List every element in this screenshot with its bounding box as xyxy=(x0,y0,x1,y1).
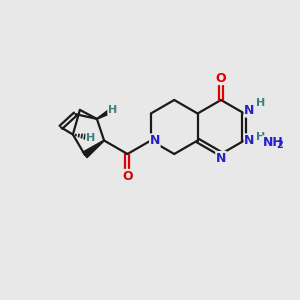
Text: N: N xyxy=(244,134,255,147)
Polygon shape xyxy=(83,140,104,158)
Text: N: N xyxy=(150,134,160,147)
Polygon shape xyxy=(97,108,114,119)
Text: H: H xyxy=(256,98,265,109)
Text: H: H xyxy=(108,105,117,115)
Text: O: O xyxy=(122,169,133,182)
Text: H: H xyxy=(256,131,265,142)
Text: O: O xyxy=(216,71,226,85)
Text: N: N xyxy=(244,104,255,117)
Text: 2: 2 xyxy=(276,140,283,151)
Text: N: N xyxy=(216,152,226,164)
Text: NH: NH xyxy=(262,136,283,149)
Text: H: H xyxy=(86,133,95,142)
